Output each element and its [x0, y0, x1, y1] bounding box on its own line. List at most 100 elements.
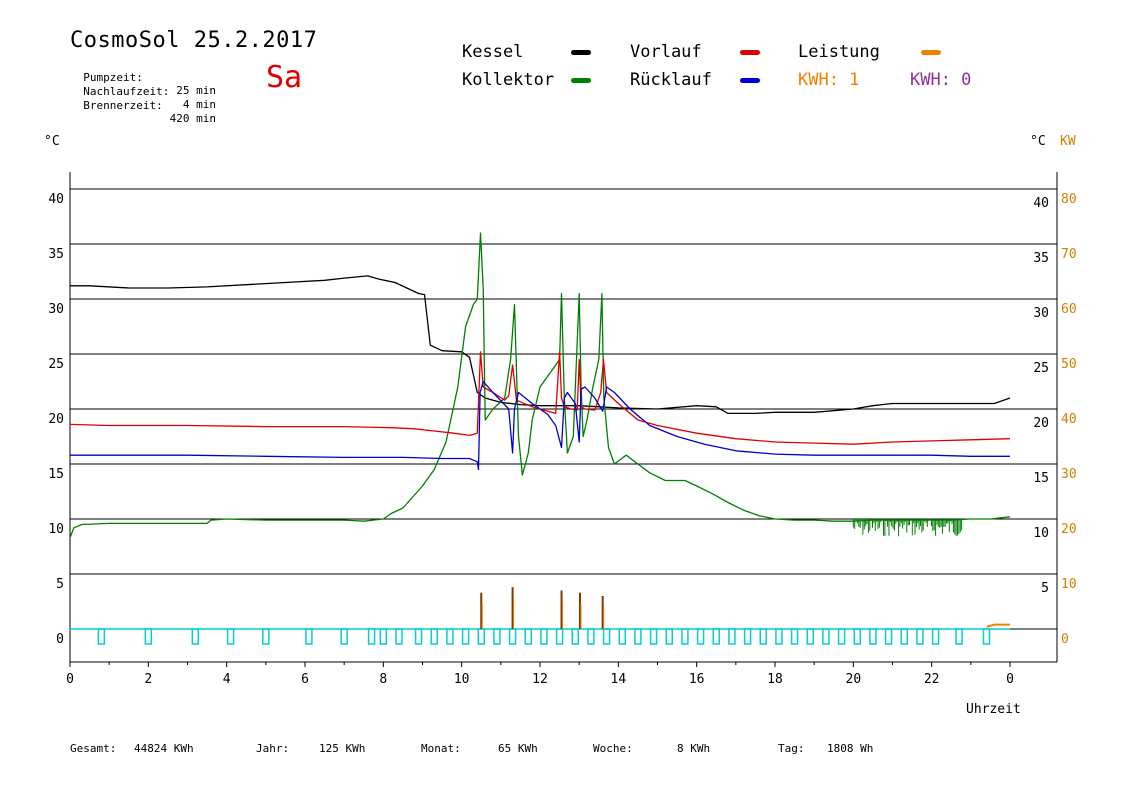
- legend-ruecklauf-label: Rücklauf: [630, 70, 712, 90]
- y-tick-left: 0: [56, 632, 64, 647]
- legend-ruecklauf-swatch: [740, 78, 760, 83]
- x-tick-label: 16: [689, 672, 705, 687]
- y-tick-right: 5: [1041, 581, 1049, 596]
- footer-monat-value: 65 KWh: [498, 742, 538, 755]
- footer-monat-label: Monat:: [421, 742, 461, 755]
- y-tick-right-kw: 20: [1061, 522, 1077, 537]
- y-tick-right: 35: [1033, 251, 1049, 266]
- pump-marker: [822, 628, 830, 645]
- x-tick-label: 0: [1006, 672, 1014, 687]
- legend-kwh2-label: KWH: 0: [910, 70, 972, 90]
- brennerzeit-row: Brennerzeit: 420 min: [70, 86, 216, 125]
- kessel-series: [70, 275, 1011, 415]
- footer-woche-value: 8 KWh: [677, 742, 711, 755]
- y-tick-right: 10: [1033, 526, 1049, 541]
- footer-jahr-label: Jahr:: [256, 742, 290, 755]
- y-tick-right: 20: [1033, 416, 1049, 431]
- pump-marker: [477, 628, 485, 645]
- pump-marker: [555, 628, 564, 645]
- nachlaufzeit-label: Nachlaufzeit:: [83, 85, 170, 98]
- pump-marker: [681, 628, 689, 645]
- pump-marker: [446, 628, 454, 645]
- brennerzeit-value: 420 min: [169, 112, 216, 125]
- legend-kessel-label: Kessel: [462, 42, 524, 62]
- pump-marker: [790, 628, 799, 645]
- legend-kwh1-label: KWH: 1: [798, 70, 860, 90]
- pump-marker: [226, 628, 235, 645]
- legend-kollektor-swatch: [571, 78, 591, 83]
- pump-marker: [837, 628, 846, 645]
- x-tick-label: 4: [223, 672, 231, 687]
- footer-jahr-value: 125 KWh: [319, 742, 366, 755]
- y-tick-left: 35: [48, 247, 64, 262]
- y-tick-left: 5: [56, 577, 64, 592]
- pump-marker: [508, 628, 517, 645]
- x-tick-label: 12: [532, 672, 548, 687]
- pump-marker: [414, 628, 423, 645]
- pump-marker: [728, 628, 736, 645]
- y-tick-left: 25: [48, 357, 64, 372]
- left-axis-unit: °C: [44, 134, 60, 149]
- x-tick-label: 2: [144, 672, 152, 687]
- pump-marker: [191, 628, 200, 645]
- legend-vorlauf-swatch: [740, 50, 760, 55]
- y-tick-right: 25: [1033, 361, 1049, 376]
- pump-marker: [367, 628, 376, 645]
- pump-marker: [884, 628, 893, 645]
- kwh-curve: [986, 623, 1010, 628]
- pump-marker: [602, 628, 611, 645]
- pump-marker: [395, 628, 403, 645]
- pump-marker: [571, 628, 579, 645]
- pump-marker: [649, 628, 658, 645]
- y-tick-left: 30: [48, 302, 64, 317]
- pump-marker: [743, 628, 752, 645]
- x-tick-label: 20: [846, 672, 862, 687]
- pump-marker: [540, 628, 548, 645]
- y-tick-right: 15: [1033, 471, 1049, 486]
- pump-marker: [493, 628, 501, 645]
- y-tick-right-kw: 10: [1061, 577, 1077, 592]
- footer-tag-value: 1808 Wh: [827, 742, 874, 755]
- y-tick-right-kw: 50: [1061, 357, 1077, 372]
- brennerzeit-label: Brennerzeit:: [83, 99, 163, 112]
- pump-marker: [97, 628, 106, 645]
- pump-marker: [305, 628, 313, 645]
- pump-marker: [430, 628, 438, 645]
- y-tick-left: 15: [48, 467, 64, 482]
- pump-marker: [955, 628, 963, 645]
- footer-woche-label: Woche:: [593, 742, 633, 755]
- y-tick-left: 10: [48, 522, 64, 537]
- pump-marker: [916, 628, 924, 645]
- x-tick-label: 6: [301, 672, 309, 687]
- pump-marker: [712, 628, 720, 645]
- y-tick-right: 30: [1033, 306, 1049, 321]
- pumpzeit-row: Pumpzeit: 25 min: [70, 58, 216, 97]
- nachlaufzeit-row: Nachlaufzeit: 4 min: [70, 72, 216, 111]
- right-axis-kw-unit: KW: [1060, 134, 1076, 149]
- kollektor-noise: [852, 519, 963, 537]
- legend-kessel-swatch: [571, 50, 591, 55]
- y-tick-right-kw: 0: [1061, 632, 1069, 647]
- right-axis-unit: °C: [1030, 134, 1046, 149]
- y-tick-right-kw: 80: [1061, 192, 1077, 207]
- pump-marker: [340, 628, 348, 645]
- pumpzeit-label: Pumpzeit:: [83, 71, 143, 84]
- pump-marker: [982, 628, 991, 645]
- legend-leistung-swatch: [921, 50, 941, 55]
- pump-marker: [853, 628, 861, 645]
- x-tick-label: 18: [767, 672, 783, 687]
- pump-marker: [618, 628, 626, 645]
- pump-marker: [461, 628, 470, 645]
- pump-marker: [379, 628, 388, 645]
- x-tick-label: 14: [611, 672, 627, 687]
- y-tick-left: 40: [48, 192, 64, 207]
- footer-gesamt-value: 44824 KWh: [134, 742, 194, 755]
- legend-vorlauf-label: Vorlauf: [630, 42, 702, 62]
- pump-marker: [759, 628, 767, 645]
- pump-marker: [524, 628, 532, 645]
- pump-marker: [869, 628, 877, 645]
- y-tick-right-kw: 40: [1061, 412, 1077, 427]
- footer-tag-label: Tag:: [778, 742, 805, 755]
- y-tick-left: 20: [48, 412, 64, 427]
